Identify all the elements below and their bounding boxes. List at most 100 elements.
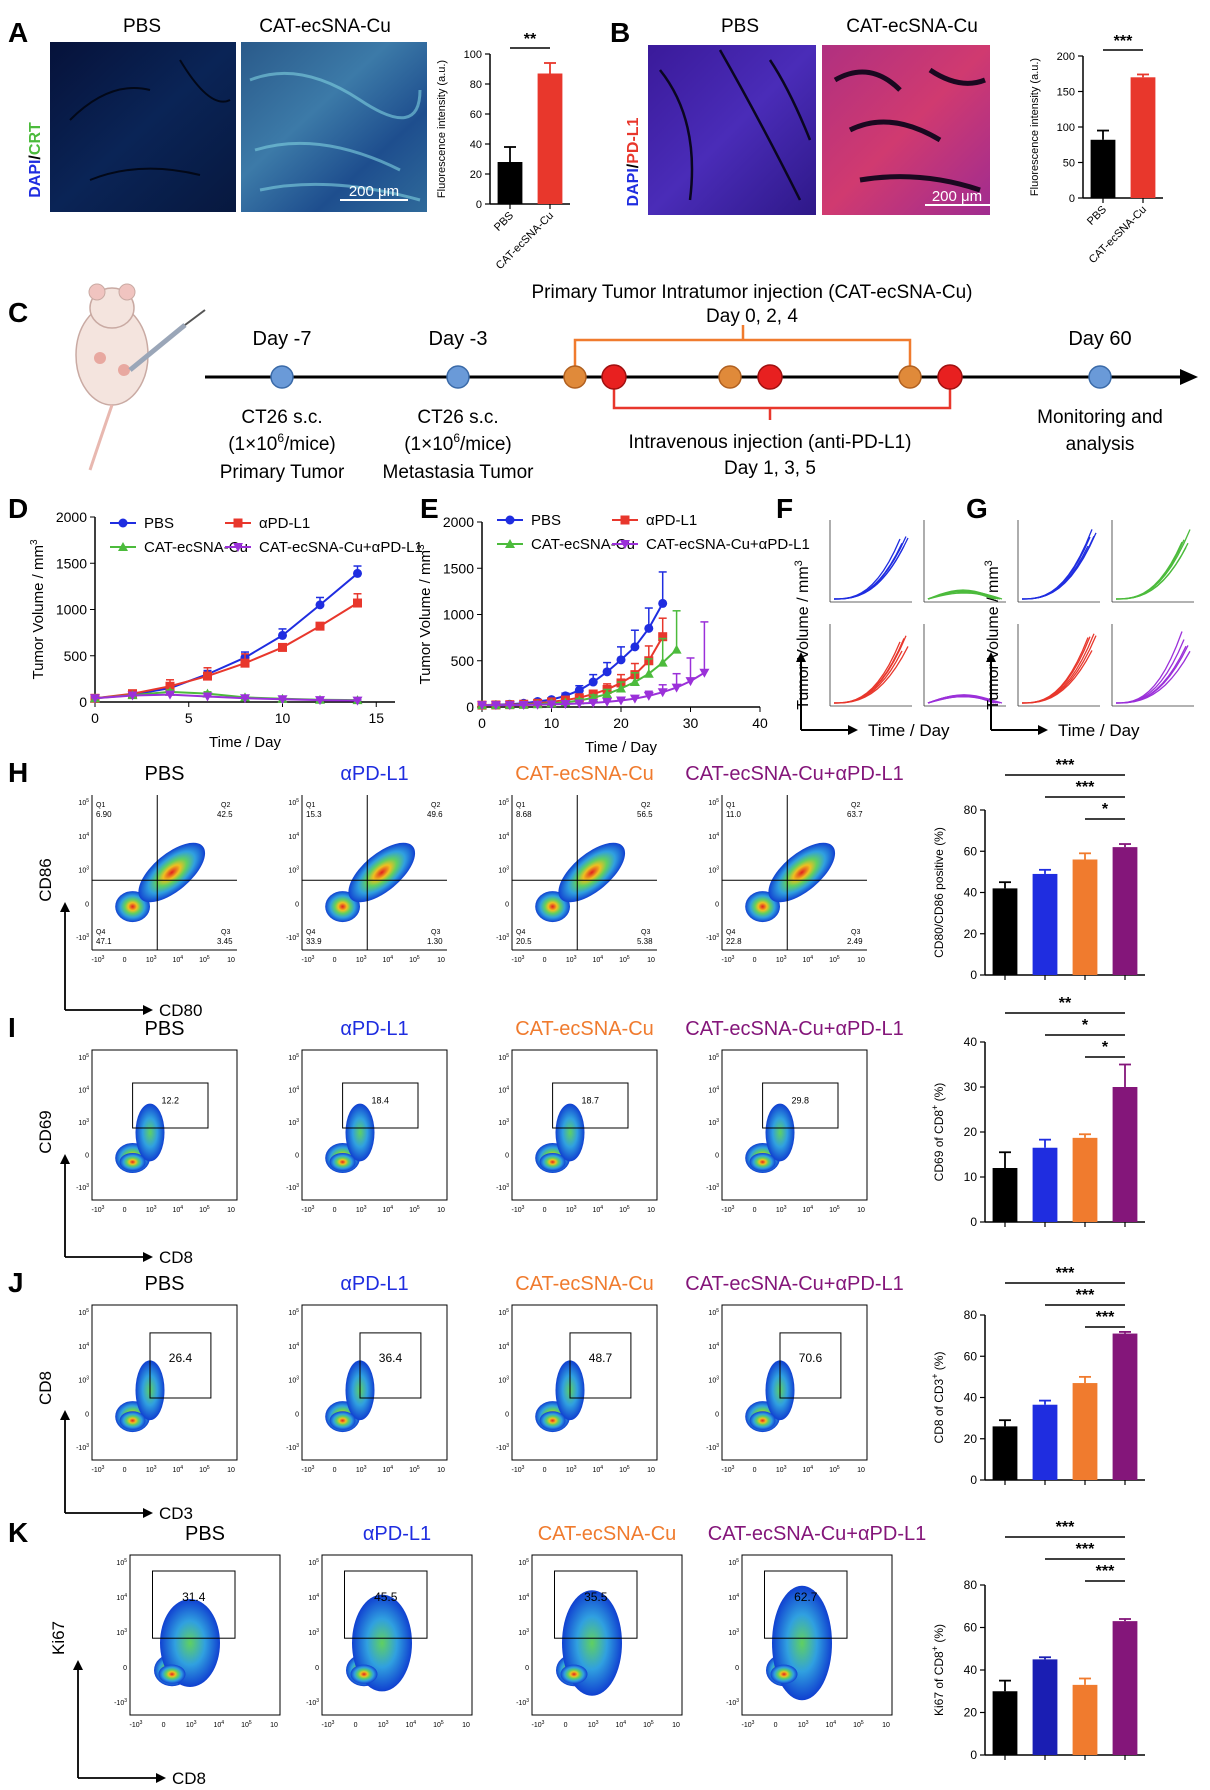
flow-x-tick: 105: [853, 1720, 864, 1729]
density-blob: [749, 1153, 776, 1171]
sig-label: ***: [1056, 1265, 1075, 1282]
density-blob: [138, 842, 206, 903]
flow-x-tick: 0: [354, 1722, 358, 1729]
flow-y-tick: -103: [306, 1698, 319, 1707]
plot-frame: [721, 1049, 868, 1201]
data-point: [202, 692, 213, 702]
y-axis-label-text: Tumor Volume / mm: [30, 545, 47, 679]
gate-value: 31.4: [182, 1590, 206, 1604]
flow-y-tick-exp: 5: [506, 798, 509, 804]
y-axis-label-sup: 3: [416, 544, 427, 550]
flow-x-tick: -103: [512, 1205, 525, 1214]
bar-chart-b: 050100150200PBSCAT-ecSNA-CuFluorescence …: [1029, 33, 1163, 266]
individual-curve: [833, 641, 901, 704]
y-axis-label: Ki67 of CD8+ (%): [930, 1624, 946, 1716]
flow-x-tick-exp: 4: [600, 955, 603, 961]
panel-letter: J: [8, 1267, 24, 1298]
group-title: PBS: [144, 763, 184, 785]
gate: [554, 1570, 638, 1639]
scale-bar-label: 200 μm: [349, 183, 399, 200]
panel-f: F Tumor Volume / mm3 Time / Day: [776, 493, 1006, 740]
flow-x-tick: 104: [616, 1720, 627, 1729]
y-tick-label: 30: [964, 1080, 978, 1094]
flow-x-tick: 103: [588, 1720, 599, 1729]
flow-x-axis-label: CD3: [159, 1504, 193, 1523]
flow-y-tick: 0: [295, 901, 299, 908]
tumor-label: Metastasia Tumor: [383, 462, 535, 483]
y-tick-label: 100: [464, 49, 482, 61]
flow-y-tick: 0: [123, 1665, 127, 1672]
panel-c-timeline: C Day -7 Day -3 Day 60 Primary Tumor Int…: [8, 282, 1198, 483]
density-blob: [350, 1664, 378, 1684]
bar: [1072, 1684, 1098, 1755]
flow-y-tick-exp: 4: [296, 832, 299, 838]
data-point: [352, 696, 363, 706]
flow-y-tick: 104: [288, 1342, 299, 1351]
sig-label: ***: [1076, 779, 1095, 796]
flow-y-tick: 103: [498, 1118, 509, 1127]
flow-x-tick: 103: [356, 1465, 367, 1474]
flow-x-tick-exp: 4: [180, 1465, 183, 1471]
plot-frame: [301, 1304, 448, 1461]
x-tick-label: 0: [91, 710, 99, 726]
data-point: [616, 683, 626, 693]
y-tick-label: 80: [964, 803, 978, 817]
data-point: [671, 644, 682, 654]
flow-y-tick: 103: [498, 1376, 509, 1385]
quadrant-value: 33.9: [306, 937, 322, 946]
y-tick-label: 200: [1057, 51, 1075, 63]
quadrant-value: 11.0: [726, 810, 742, 819]
bar: [1072, 859, 1098, 975]
data-point: [629, 677, 640, 687]
data-point: [518, 700, 529, 710]
group-title: CAT-ecSNA-Cu: [515, 1273, 654, 1295]
flow-y-tick: -103: [496, 1183, 509, 1192]
inoculation-label: CT26 s.c.: [241, 407, 322, 428]
quadrant-name: Q2: [431, 802, 440, 809]
flow-y-tick-exp: 3: [296, 1443, 299, 1449]
group-title: CAT-ecSNA-Cu+αPD-L1: [685, 763, 903, 785]
x-tick-label: 15: [368, 710, 384, 726]
data-point: [657, 688, 668, 698]
density-blob: [119, 1153, 146, 1171]
panel-letter: K: [8, 1517, 28, 1548]
y-axis-label-text: Fluorescence intensity (a.u.): [1029, 58, 1041, 196]
flow-y-tick: 103: [498, 866, 509, 875]
x-tick-label: 30: [683, 715, 699, 731]
flow-y-tick: -103: [286, 1443, 299, 1452]
flow-y-tick: 0: [505, 901, 509, 908]
flow-y-tick-exp: 5: [506, 1053, 509, 1059]
data-point: [127, 691, 138, 701]
flow-x-tick-exp: 5: [207, 1465, 210, 1471]
individual-curves-g: [1017, 520, 1194, 707]
flow-x-tick: -103: [532, 1720, 545, 1729]
flow-y-tick-exp: 3: [296, 1183, 299, 1189]
x-tick-label: 10: [544, 715, 560, 731]
quadrant-name: Q1: [96, 802, 105, 809]
quadrant-name: Q3: [431, 929, 440, 936]
flow-y-tick: 104: [498, 1086, 509, 1095]
flow-y-tick: 104: [518, 1593, 529, 1602]
gate-value: 36.4: [379, 1351, 403, 1365]
flow-x-tick-exp: 4: [810, 1205, 813, 1211]
data-point: [643, 691, 654, 701]
flow-y-tick-exp: 5: [86, 798, 89, 804]
series-line: [94, 602, 359, 700]
flow-x-tick: 104: [406, 1720, 417, 1729]
quadrant-name: Q4: [726, 929, 735, 936]
data-point: [353, 568, 362, 578]
sig-label: *: [1102, 1039, 1109, 1056]
data-point: [278, 642, 287, 652]
flow-y-tick: 0: [505, 1411, 509, 1418]
flow-y-tick-exp: 4: [316, 1593, 319, 1599]
flow-x-tick: 103: [798, 1720, 809, 1729]
y-tick-label: 20: [964, 1706, 978, 1720]
density-blob: [329, 1411, 356, 1430]
flow-y-tick: 105: [498, 798, 509, 807]
flow-y-tick-exp: 3: [526, 1628, 529, 1634]
flow-x-tick-exp: 4: [180, 955, 183, 961]
flow-x-tick: 105: [241, 1720, 252, 1729]
flow-x-tick-exp: 3: [140, 1720, 143, 1726]
data-point: [630, 642, 640, 652]
